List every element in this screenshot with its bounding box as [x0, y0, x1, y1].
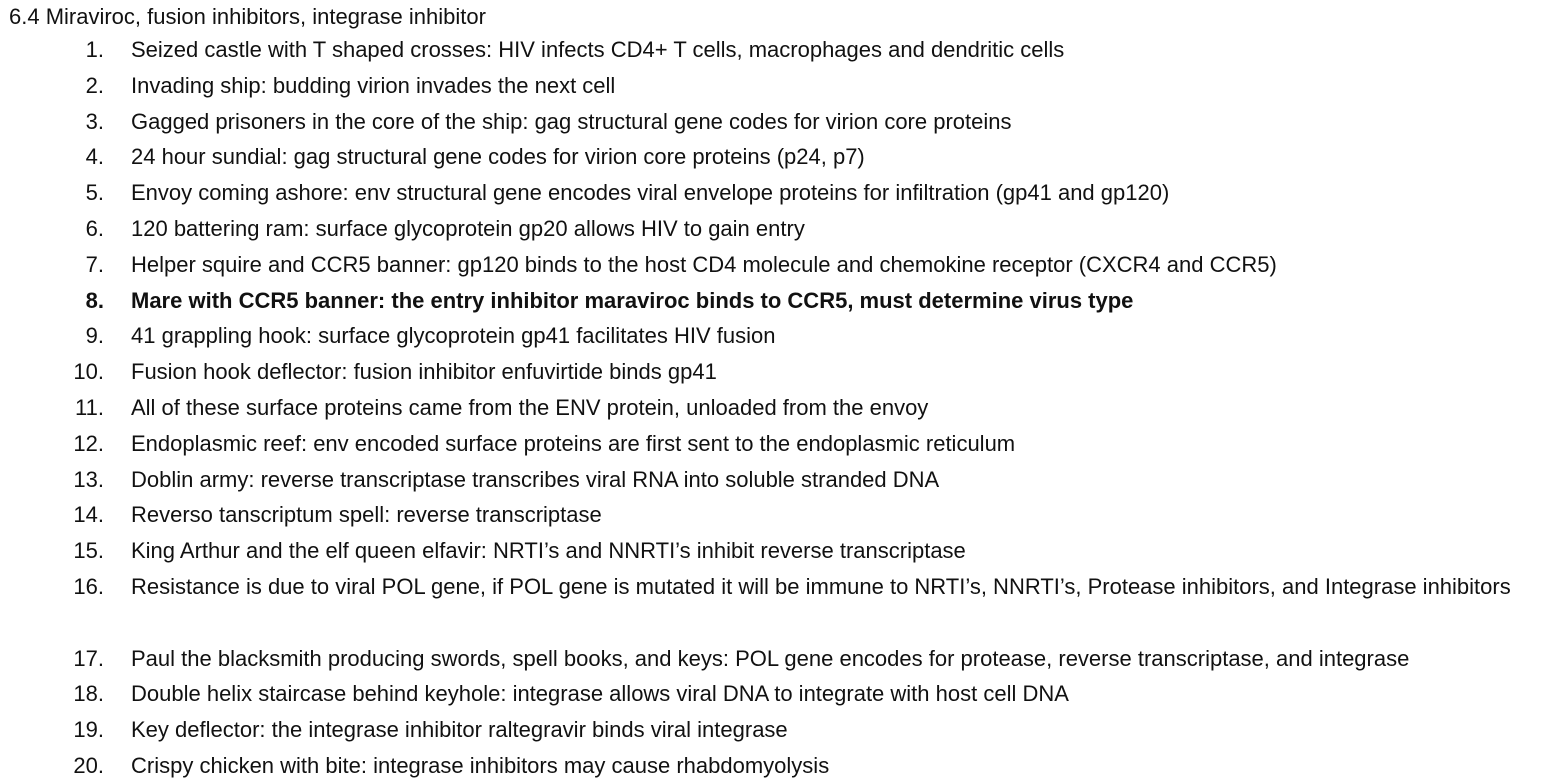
list-item-text: Key deflector: the integrase inhibitor r… [131, 717, 788, 743]
list-item-number: 14. [73, 502, 104, 528]
section-title: 6.4 Miraviroc, fusion inhibitors, integr… [9, 4, 486, 29]
list-item-number: 16. [73, 574, 104, 599]
list-item-text: Gagged prisoners in the core of the ship… [131, 108, 1012, 134]
list-item-number: 3. [85, 108, 104, 134]
list-item-number: 11. [75, 395, 104, 420]
list-item-text: Resistance is due to viral POL gene, if … [131, 574, 1511, 599]
list-item-text: Invading ship: budding virion invades th… [131, 72, 616, 98]
list-item-text: King Arthur and the elf queen elfavir: N… [131, 538, 966, 564]
list-item-number: 4. [85, 144, 104, 170]
list-item-number: 8. [85, 287, 104, 313]
list-item-number: 19. [73, 717, 104, 743]
list-item-text: 41 grappling hook: surface glycoprotein … [131, 323, 776, 349]
list-item-number: 18. [73, 681, 104, 707]
list-item-text: All of these surface proteins came from … [131, 395, 929, 420]
list-item-text: Double helix staircase behind keyhole: i… [131, 681, 1069, 707]
list-item-text: Mare with CCR5 banner: the entry inhibit… [131, 287, 1134, 313]
list-item-number: 2. [85, 72, 104, 98]
list-item-number: 13. [73, 466, 104, 492]
list-item-number: 15. [73, 538, 104, 564]
list-item-text: Paul the blacksmith producing swords, sp… [131, 645, 1410, 671]
list-item-number: 10. [73, 359, 104, 385]
list-item-number: 6. [85, 216, 104, 241]
list-item-text: Doblin army: reverse transcriptase trans… [131, 466, 940, 492]
list-item-text: Seized castle with T shaped crosses: HIV… [131, 37, 1065, 62]
list-item-text: Envoy coming ashore: env structural gene… [131, 180, 1170, 206]
list-item-number: 1. [85, 37, 104, 62]
list-item-text: 120 battering ram: surface glycoprotein … [131, 216, 805, 241]
list-item-number: 7. [85, 251, 104, 277]
list-item-text: Helper squire and CCR5 banner: gp120 bin… [131, 251, 1277, 277]
list-item-number: 17. [73, 645, 104, 671]
list-item-number: 9. [85, 323, 104, 349]
list-item-text: Endoplasmic reef: env encoded surface pr… [131, 430, 1016, 456]
list-item-number: 5. [85, 180, 104, 206]
list-item-text: Reverso tanscriptum spell: reverse trans… [131, 502, 602, 528]
list-item-text: Crispy chicken with bite: integrase inhi… [131, 753, 830, 778]
list-item-number: 12. [73, 430, 104, 456]
list-item-text: Fusion hook deflector: fusion inhibitor … [131, 359, 717, 385]
list-item-text: 24 hour sundial: gag structural gene cod… [131, 144, 865, 170]
list-item-number: 20. [73, 753, 104, 778]
